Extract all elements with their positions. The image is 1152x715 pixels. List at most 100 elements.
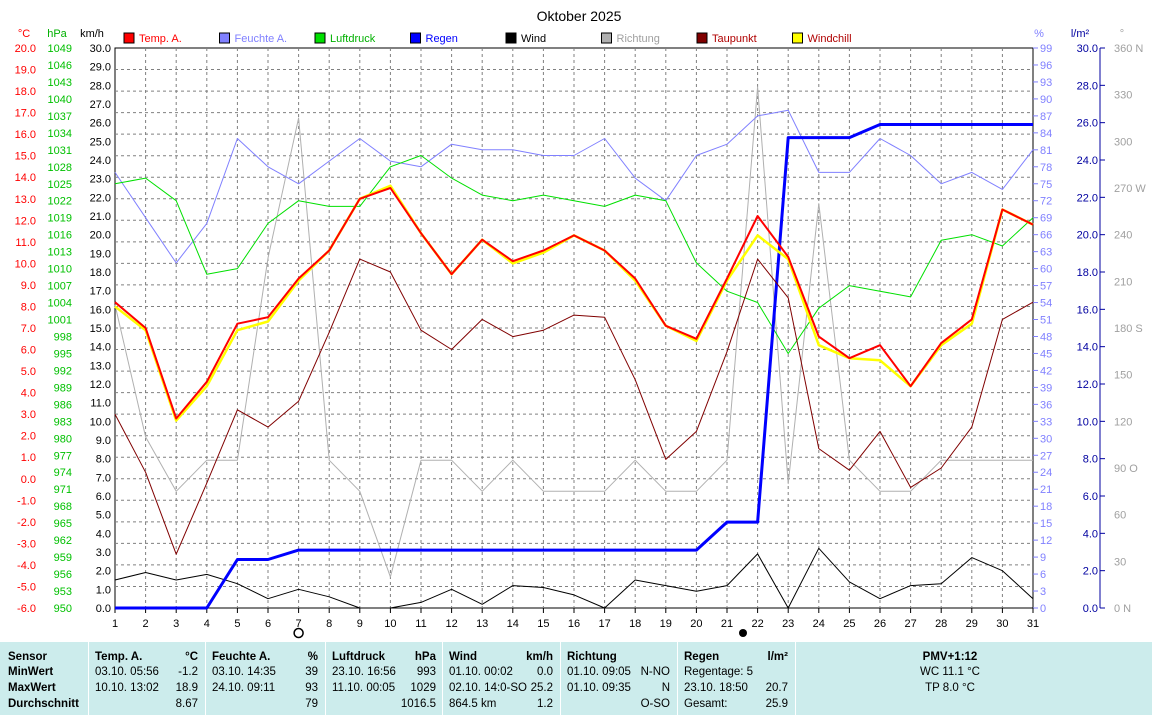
- rain-tick-label: 14.0: [1077, 342, 1098, 354]
- wind-tick-label: 10.0: [90, 416, 111, 428]
- rain-tick-label: 24.0: [1077, 155, 1098, 167]
- wind-tick-label: 19.0: [90, 248, 111, 260]
- stats-temp-value: -1.2: [178, 666, 198, 678]
- x-tick-label: 26: [874, 618, 886, 630]
- chart-series: [114, 86, 1034, 610]
- legend-swatch: [314, 32, 326, 44]
- temp-tick-label: 6.0: [21, 345, 36, 357]
- wind-tick-label: 21.0: [90, 211, 111, 223]
- temp-tick-label: 11.0: [15, 237, 36, 249]
- pressure-tick-label: 1007: [48, 281, 72, 293]
- stats-header-pressure-unit: hPa: [414, 651, 436, 663]
- stats-header-direction: Richtung: [567, 651, 617, 663]
- direction-tick-label: 180 S: [1114, 323, 1143, 335]
- rain-unit-label: l/m²: [1071, 28, 1090, 40]
- wind-tick-label: 23.0: [90, 174, 111, 186]
- x-tick-label: 30: [996, 618, 1008, 630]
- stats-pressure-value: 993: [416, 666, 436, 678]
- pressure-tick-label: 1043: [48, 77, 72, 89]
- stats-wind-value: 0.0: [537, 666, 553, 678]
- x-tick-label: 11: [415, 618, 426, 630]
- humidity-tick-label: 87: [1040, 111, 1052, 123]
- stats-header-wind: Wind: [449, 651, 477, 663]
- legend-label: Richtung: [617, 33, 660, 45]
- stats-humidity-time: 24.10. 09:11: [212, 682, 276, 694]
- wind-tick-label: 20.0: [90, 230, 111, 242]
- direction-tick-label: 120: [1114, 416, 1132, 428]
- pressure-tick-label: 956: [54, 569, 72, 581]
- legend-swatch: [601, 32, 612, 44]
- humidity-tick-label: 6: [1040, 569, 1046, 581]
- stats-temp-value: 18.9: [175, 682, 198, 694]
- wind-tick-label: 4.0: [96, 528, 111, 540]
- rain-tick-label: 4.0: [1083, 528, 1098, 540]
- chart-title: Oktober 2025: [537, 8, 622, 24]
- humidity-tick-label: 90: [1040, 94, 1052, 106]
- wind-tick-label: 16.0: [90, 304, 111, 316]
- temp-tick-label: -6.0: [17, 603, 36, 615]
- humidity-tick-label: 42: [1040, 365, 1052, 377]
- direction-tick-label: 60: [1114, 510, 1126, 522]
- stats-row-label: MaxWert: [8, 682, 56, 694]
- pressure-tick-label: 953: [54, 586, 72, 598]
- rain-tick-label: 20.0: [1077, 230, 1098, 242]
- legend-label: Feuchte A.: [235, 33, 288, 45]
- temp-tick-label: 7.0: [21, 323, 36, 335]
- pressure-tick-label: 995: [54, 348, 72, 360]
- humidity-tick-label: 75: [1040, 179, 1052, 191]
- temp-tick-label: 20.0: [15, 43, 36, 55]
- x-tick-label: 20: [690, 618, 702, 630]
- temp-tick-label: 1.0: [21, 452, 36, 464]
- x-tick-label: 15: [537, 618, 549, 630]
- humidity-tick-label: 51: [1040, 315, 1052, 327]
- x-tick-label: 19: [660, 618, 672, 630]
- stats-pressure-time: 23.10. 16:56: [332, 666, 396, 678]
- wind-tick-label: 9.0: [96, 435, 111, 447]
- pressure-tick-label: 950: [54, 603, 72, 615]
- rain-tick-label: 6.0: [1083, 491, 1098, 503]
- rain-tick-label: 18.0: [1077, 267, 1098, 279]
- wind-tick-label: 12.0: [90, 379, 111, 391]
- temp-tick-label: 9.0: [21, 280, 36, 292]
- direction-tick-label: 210: [1114, 276, 1132, 288]
- direction-tick-label: 30: [1114, 556, 1126, 568]
- unit-labels: °C hPa km/h % l/m² °: [18, 28, 1124, 40]
- wind-tick-label: 6.0: [96, 491, 111, 503]
- temp-tick-label: 18.0: [15, 86, 36, 98]
- temp-tick-label: -4.0: [17, 560, 36, 572]
- stats-wind-value: 1.2: [537, 698, 553, 710]
- x-tick-label: 3: [173, 618, 179, 630]
- x-tick-label: 14: [507, 618, 519, 630]
- wind-tick-label: 30.0: [90, 43, 111, 55]
- chart-grid: [114, 47, 1034, 609]
- temp-tick-label: -1.0: [17, 495, 36, 507]
- pressure-tick-label: 974: [54, 467, 72, 479]
- wind-tick-label: 2.0: [96, 566, 111, 578]
- legend-swatch: [505, 32, 517, 44]
- stats-humidity-time: 03.10. 14:35: [212, 666, 276, 678]
- pressure-tick-label: 1019: [48, 213, 72, 225]
- series-line-richtung: [114, 86, 1033, 578]
- humidity-tick-label: 0: [1040, 603, 1046, 615]
- wind-tick-label: 15.0: [90, 323, 111, 335]
- temp-tick-label: 10.0: [15, 258, 36, 270]
- humidity-tick-label: 84: [1040, 128, 1052, 140]
- chart-legend: Temp. A. Feuchte A. Luftdruck Regen Wind Rich…: [123, 32, 852, 45]
- stats-direction-time: 01.10. 09:35: [567, 682, 631, 694]
- x-tick-label: 24: [813, 618, 825, 630]
- pressure-tick-label: 1037: [48, 111, 72, 123]
- pressure-tick-label: 986: [54, 399, 72, 411]
- x-tick-label: 1: [112, 618, 118, 630]
- x-tick-label: 18: [629, 618, 641, 630]
- stats-rain-label: Regentage: 5: [684, 666, 754, 678]
- temp-tick-label: 4.0: [21, 388, 36, 400]
- humidity-tick-label: 3: [1040, 586, 1046, 598]
- pressure-tick-label: 1025: [48, 179, 72, 191]
- x-tick-label: 12: [445, 618, 457, 630]
- legend-label: Taupunkt: [712, 33, 757, 45]
- stats-divider: [795, 642, 796, 715]
- rain-tick-label: 28.0: [1077, 80, 1098, 92]
- wind-tick-label: 5.0: [96, 510, 111, 522]
- stats-humidity-value: 93: [305, 682, 318, 694]
- humidity-tick-label: 78: [1040, 162, 1052, 174]
